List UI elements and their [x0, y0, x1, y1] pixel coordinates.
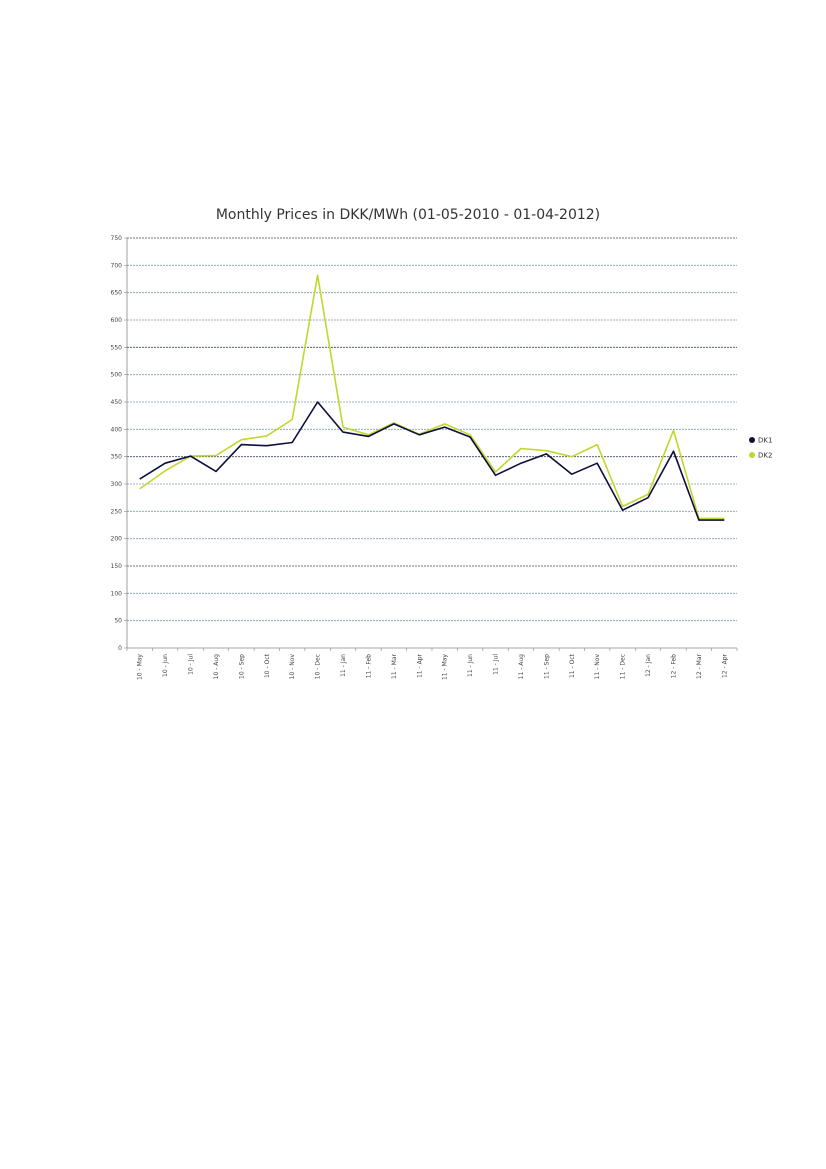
axes — [126, 238, 737, 649]
x-tick-label: 11 - Jun — [467, 654, 474, 677]
x-tick-label: 11 - Oct — [569, 653, 576, 678]
legend-marker-dk1 — [749, 437, 755, 443]
x-tick-label: 11 - Aug — [518, 654, 525, 680]
series-line-dk1 — [139, 401, 725, 521]
y-tick-label: 650 — [111, 290, 123, 297]
x-tick-label: 11 - Jul — [493, 654, 500, 675]
series-line-dk2 — [139, 274, 725, 520]
y-tick-label: 400 — [111, 426, 123, 433]
x-tick-label: 10 - Jun — [162, 654, 169, 677]
x-tick-label: 10 - Oct — [264, 653, 271, 678]
x-tick-label: 12 - Jan — [645, 654, 652, 677]
x-tick-label: 10 - Jul — [188, 654, 195, 675]
y-tick-label: 50 — [114, 618, 122, 625]
y-tick-label: 100 — [111, 590, 123, 597]
x-axis-ticks: 10 - May 10 - Jun 10 - Jul 10 - Aug 10 - Sep… — [126, 648, 738, 680]
y-tick-label: 0 — [118, 645, 122, 652]
x-tick-label: 10 - Sep — [238, 654, 245, 679]
x-tick-label: 11 - Mar — [391, 653, 398, 678]
y-axis-ticks: 0 50 100 150 200 250 300 350 400 450 500 550 600 650 7… — [111, 235, 127, 652]
y-tick-label: 250 — [111, 508, 123, 515]
x-tick-label: 11 - Dec — [620, 654, 627, 679]
legend-label-dk2: DK2 — [758, 452, 772, 460]
y-tick-label: 450 — [111, 399, 123, 406]
y-tick-label: 700 — [111, 262, 123, 269]
y-tick-label: 300 — [111, 481, 123, 488]
y-tick-label: 350 — [111, 454, 123, 461]
x-tick-label: 12 - Apr — [721, 653, 728, 678]
x-tick-label: 10 - Aug — [213, 654, 220, 680]
gridlines — [127, 237, 737, 622]
x-tick-label: 12 - Mar — [696, 653, 703, 678]
x-tick-label: 12 - Feb — [670, 654, 677, 678]
x-tick-label: 11 - Feb — [365, 654, 372, 678]
x-tick-label: 11 - Sep — [543, 654, 550, 679]
x-tick-label: 11 - Apr — [416, 653, 423, 678]
y-tick-label: 150 — [111, 563, 123, 570]
y-tick-label: 550 — [111, 344, 123, 351]
x-tick-label: 11 - Nov — [594, 654, 601, 680]
series-lines — [139, 274, 725, 521]
legend-marker-dk2 — [749, 452, 755, 458]
y-tick-label: 500 — [111, 372, 123, 379]
legend-label-dk1: DK1 — [758, 437, 772, 445]
x-tick-label: 11 - Jan — [340, 654, 347, 677]
legend: DK1 DK2 — [749, 437, 772, 460]
chart-title: Monthly Prices in DKK/MWh (01-05-2010 - … — [216, 207, 600, 223]
y-tick-label: 600 — [111, 317, 123, 324]
x-tick-label: 10 - Dec — [315, 654, 322, 679]
x-tick-label: 10 - Nov — [289, 654, 296, 680]
y-tick-label: 750 — [111, 235, 123, 242]
y-tick-label: 200 — [111, 536, 123, 543]
x-tick-label: 10 - May — [137, 654, 144, 680]
x-tick-label: 11 - May — [442, 654, 449, 680]
